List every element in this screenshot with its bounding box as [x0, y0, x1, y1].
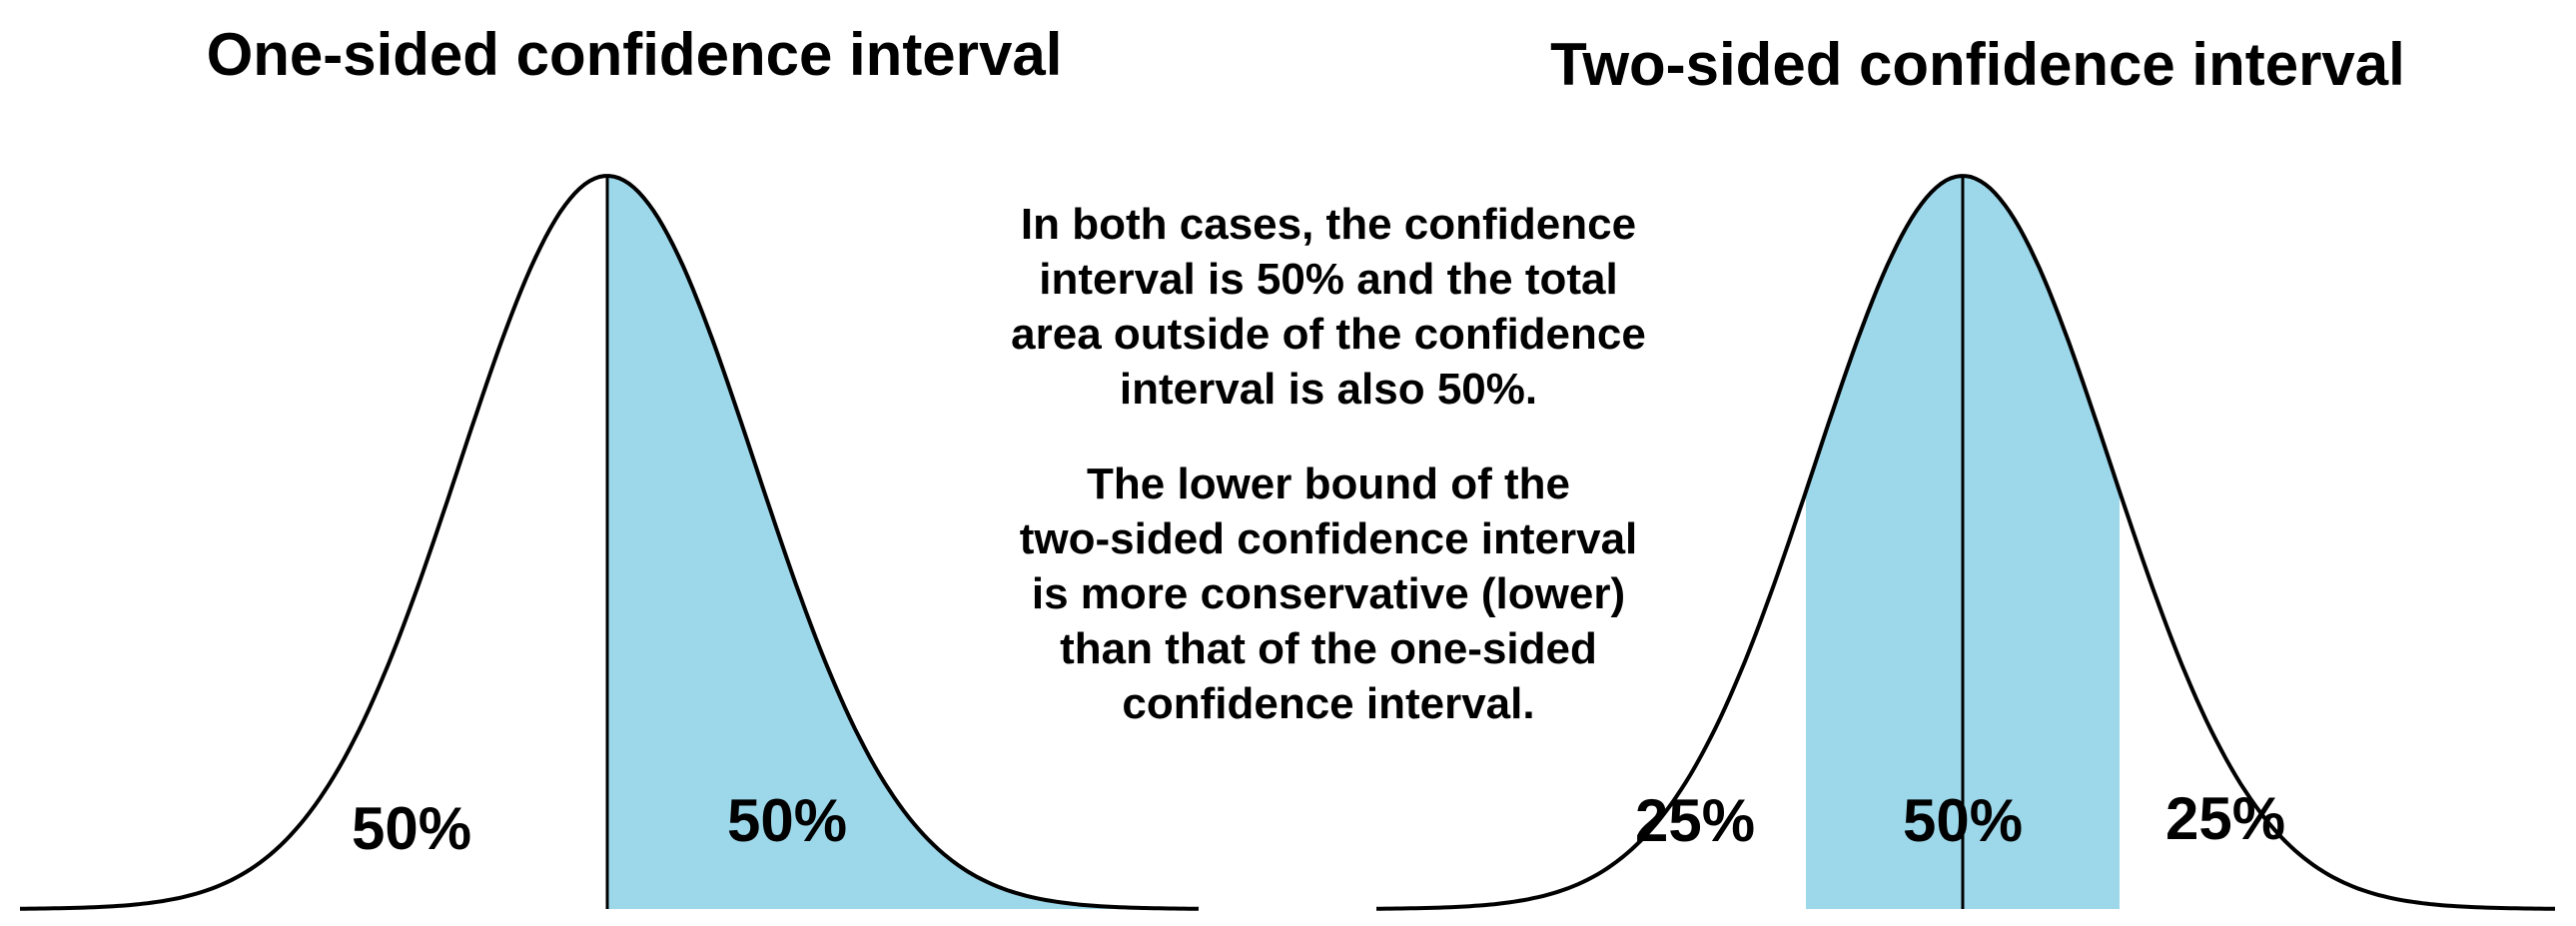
- right-region-label-inside: 50%: [1903, 787, 2023, 854]
- left-bell-curve: [20, 174, 1200, 911]
- left-panel-title: One-sided confidence interval: [206, 21, 1063, 88]
- left-region-label-inside: 50%: [727, 787, 847, 854]
- left-shaded-region: [607, 176, 1199, 909]
- right-distribution: 25% 50% 25%: [1376, 174, 2556, 911]
- left-distribution: 50% 50%: [20, 174, 1200, 911]
- note-line: is more conservative (lower): [1031, 569, 1626, 618]
- note-lower-bound: The lower bound of the two-sided confide…: [899, 457, 1758, 731]
- note-line: area outside of the confidence: [1011, 310, 1646, 359]
- right-bell-curve: [1376, 174, 2556, 911]
- left-region-label-outside: 50%: [352, 795, 471, 862]
- note-line: In both cases, the confidence: [1020, 200, 1637, 249]
- note-line: two-sided confidence interval: [1019, 514, 1638, 563]
- note-line: confidence interval.: [1122, 679, 1535, 728]
- note-line: The lower bound of the: [1087, 460, 1570, 508]
- right-panel-title: Two-sided confidence interval: [1550, 31, 2405, 98]
- note-line: interval is 50% and the total: [1039, 255, 1618, 304]
- note-line: than that of the one-sided: [1060, 624, 1597, 673]
- right-region-label-lower-tail: 25%: [1635, 787, 1755, 854]
- note-equal-area: In both cases, the confidence interval i…: [899, 197, 1758, 417]
- note-line: interval is also 50%.: [1119, 365, 1538, 414]
- right-region-label-upper-tail: 25%: [2165, 785, 2285, 852]
